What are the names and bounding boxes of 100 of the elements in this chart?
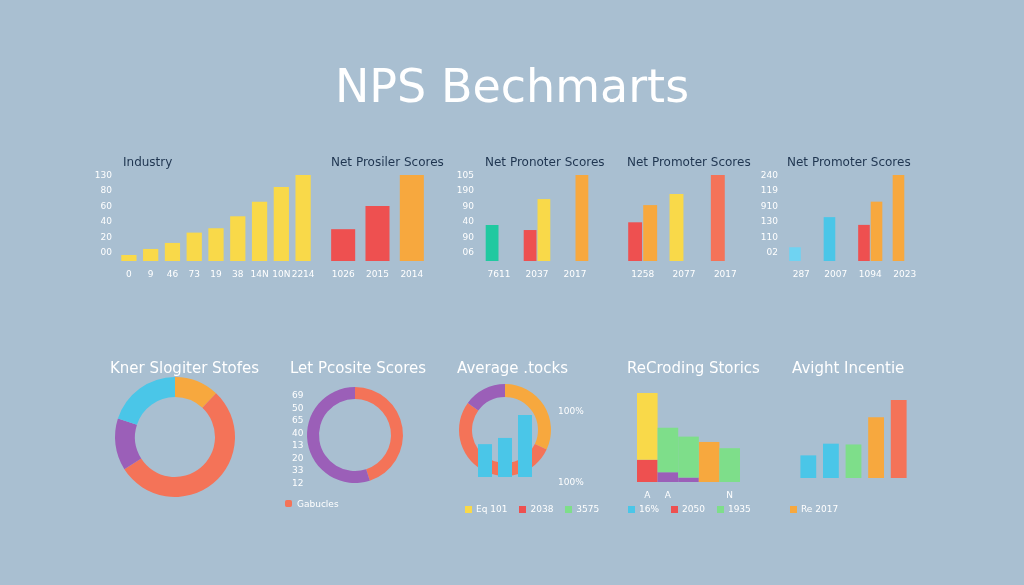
bar [845,444,862,478]
bar [230,216,246,261]
bar [789,247,801,261]
x-tick-label: 1094 [858,268,882,279]
legend-label: Gabucles [297,498,339,509]
bar [295,175,311,261]
text: 80 [100,185,113,196]
text: 90 [462,231,475,242]
chart-title: Avight Incentie [792,358,905,377]
bar [186,232,202,261]
chart-title: Net Promoter Scores [787,155,911,169]
x-tick-label: 19 [210,268,222,279]
text: 20 [292,452,304,463]
category-label: 2038 [530,504,554,514]
x-tick-label: 2023 [893,268,917,279]
bar [890,400,907,478]
x-tick-label: N [726,489,734,500]
bar [208,228,224,261]
bar [143,248,159,261]
text: 13 [292,440,304,450]
bar [868,417,885,478]
x-tick-label: 46 [166,268,179,279]
category-label: 16% [639,504,660,514]
text: 65 [292,415,304,425]
text: 20 [100,231,113,242]
x-tick-label: A [644,489,652,500]
text: 33 [292,465,304,475]
x-tick-label: 1258 [631,268,655,279]
chart-title: Net Promoter Scores [627,155,751,169]
text: 60 [100,200,113,211]
text: 00 [100,247,113,257]
text: 69 [292,390,304,400]
bar [823,217,836,261]
category-label: Re 2017 [801,504,839,514]
chart-title: ReCroding Storics [627,358,761,377]
text: 119 [760,185,779,196]
x-tick-label: 38 [232,268,244,279]
bar [575,175,589,261]
bar [121,254,137,261]
text: 06 [462,247,475,257]
text: 190 [456,185,475,196]
bar [251,201,268,261]
bar [800,455,817,478]
chart-title: Average .tocks [457,358,569,377]
x-tick-label: 2015 [366,268,389,279]
chart-title: Net Prosiler Scores [331,155,444,169]
chart-title: Industry [123,155,173,169]
text: 240 [760,170,779,180]
text: 40 [100,216,113,227]
text: 910 [760,200,779,211]
text: 12 [292,477,304,488]
chart-title: Kner Slogiter Stofes [110,358,260,377]
text: NPS Bechmarts [334,59,690,113]
chart-title: Let Pcosite Scores [290,358,427,377]
x-tick-label: 7611 [487,268,511,279]
text: 90 [462,200,475,211]
category-label: 2050 [682,504,705,514]
bar [870,201,883,261]
text: 100% [558,477,585,487]
bar [628,222,643,261]
chart-title: Net Pronoter Scores [485,155,605,169]
x-tick-label: 0 [126,268,133,279]
text: 50 [292,402,304,413]
text: 110 [760,231,779,242]
text: 40 [292,427,304,438]
category-label: Eq 101 [476,504,508,514]
bar [643,205,658,261]
x-tick-label: 2014 [400,268,424,279]
text: 100% [558,406,585,416]
x-tick-label: 2007 [824,268,848,279]
x-tick-label: A [664,489,672,500]
text: 02 [766,247,778,257]
bar [523,230,537,261]
bar [822,443,839,478]
bar [637,459,658,482]
bar [669,193,684,261]
bar [537,199,551,261]
bar [485,224,499,261]
x-tick-label: 2077 [672,268,696,279]
bar [698,441,720,482]
text: 130 [760,216,779,227]
x-tick-label: 287 [792,268,810,279]
x-tick-label: 14N [250,268,269,279]
text: 105 [456,170,474,180]
bar [637,393,658,460]
x-tick-label: 1026 [331,268,355,279]
bar [858,224,870,261]
x-tick-label: 2214 [291,268,315,279]
x-tick-label: 73 [188,268,200,279]
x-tick-label: 10N [272,268,291,279]
text: 130 [94,170,113,180]
x-tick-label: 2017 [563,268,587,279]
x-tick-label: 9 [147,268,154,279]
x-tick-label: 2017 [713,268,737,279]
bar [710,175,725,261]
category-label: 3575 [576,504,600,514]
bar [273,187,289,261]
x-tick-label: 2037 [525,268,549,279]
category-label: 1935 [727,504,751,514]
bar [164,242,181,261]
